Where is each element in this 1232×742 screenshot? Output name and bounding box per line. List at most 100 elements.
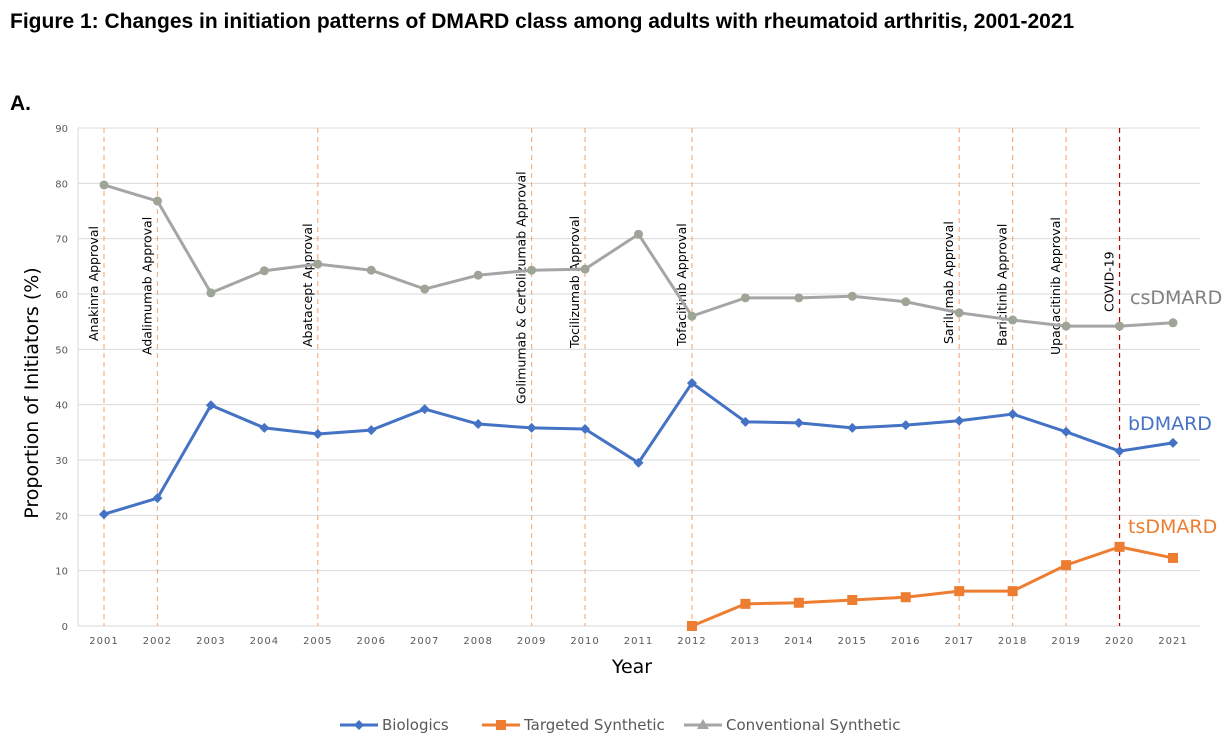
y-tick-labels: 0 10 20 30 40 50 60 70 80 90 [55,124,68,633]
x-tick-label: 2017 [944,636,973,647]
x-tick-label: 2008 [463,636,492,647]
data-point [527,265,537,275]
annotation-label: Tocilizumab Approval [567,216,582,349]
data-point [206,288,216,298]
data-point [1061,426,1072,437]
series-end-label: csDMARD [1130,287,1222,309]
x-tick-label: 2002 [143,636,172,647]
data-point [99,509,109,520]
x-tick-label: 2013 [731,636,760,647]
y-tick-label: 20 [55,511,68,522]
data-point [900,592,911,603]
gridlines [77,127,1200,627]
data-point [1114,446,1125,457]
x-tick-label: 2007 [410,636,439,647]
data-point [152,196,162,206]
data-point [740,416,751,427]
data-point [633,457,644,468]
legend-item: Conventional Synthetic [684,716,900,734]
data-point [954,308,964,318]
y-tick-label: 40 [55,401,68,412]
data-point [1061,560,1072,571]
y-tick-label: 60 [55,290,68,301]
annotation-label: Abatacept Approval [300,223,315,347]
annotation-label: Baricitinib Approval [995,224,1010,346]
x-tick-label: 2009 [517,636,546,647]
x-tick-label: 2012 [677,636,706,647]
x-tick-label: 2014 [784,636,813,647]
annotation-label: Golimumab & Certolizumab Approval [514,171,529,404]
legend-label: Conventional Synthetic [726,716,900,734]
legend-marker [496,720,506,730]
data-point [686,621,697,631]
series-end-labels: bDMARD tsDMARD csDMARD [1128,287,1222,538]
legend-label: Targeted Synthetic [523,716,665,734]
series-end-label: tsDMARD [1128,516,1217,538]
figure-title: Figure 1: Changes in initiation patterns… [10,10,1075,33]
series-line-targeted-synthetic [691,545,1174,628]
data-point [473,419,484,430]
data-point [1061,321,1071,331]
annotation-labels: Anakinra Approval Adalimumab Approval Abat… [86,171,1117,404]
x-tick-label: 2015 [838,636,867,647]
y-tick-label: 0 [62,622,68,633]
y-tick-label: 30 [55,456,68,467]
annotation-label: Upadacitinib Approval [1048,217,1063,355]
x-tick-label: 2001 [89,636,118,647]
data-point [634,229,643,239]
data-point [420,284,430,294]
annotation-label: Sarilumab Approval [941,221,956,344]
legend-marker [697,719,709,729]
data-point [473,270,483,280]
y-tick-label: 10 [55,567,68,578]
series-lines [103,183,1174,628]
x-tick-labels: 2001 2002 2003 2004 2005 2006 2007 2008 2009 2010… [89,636,1186,647]
x-tick-label: 2004 [250,636,279,647]
series-end-label: bDMARD [1128,413,1212,435]
data-point [793,417,804,428]
annotation-label: Anakinra Approval [86,226,101,341]
data-point [580,424,591,435]
data-point [900,420,911,431]
data-point [1115,321,1125,331]
x-tick-label: 2010 [570,636,599,647]
annotation-label: Adalimumab Approval [139,217,154,355]
data-point [847,422,858,433]
y-tick-label: 50 [55,345,68,356]
series-markers [99,180,1178,631]
annotation-label: COVID-19 [1102,251,1117,312]
data-point [366,265,376,275]
x-tick-label: 2003 [196,636,225,647]
annotation-label: Tofacitinib Approval [674,223,689,347]
data-point [259,422,270,433]
legend-item: Targeted Synthetic [482,716,665,734]
x-tick-label: 2019 [1051,636,1080,647]
data-point [526,422,537,433]
x-tick-label: 2016 [891,636,920,647]
panel-label: A. [10,92,31,115]
data-point [1168,318,1178,328]
x-axis-title: Year [611,656,652,678]
data-point [1007,586,1018,597]
annotation-lines [103,128,1121,626]
y-tick-label: 80 [55,179,68,190]
data-point [152,493,163,504]
data-point [1168,552,1178,563]
data-point [1114,541,1125,552]
data-point [901,297,911,307]
data-point [1008,315,1018,325]
data-point [205,400,216,411]
data-point [793,597,804,608]
y-axis-title: Proportion of Initiators (%) [21,267,43,518]
data-point [580,264,590,274]
data-point [740,293,750,303]
legend-item: Biologics [340,716,449,734]
x-tick-label: 2011 [624,636,653,647]
data-point [687,311,697,321]
data-point [313,259,323,269]
data-point [740,598,751,609]
data-point [954,586,965,597]
data-point [686,378,697,389]
x-tick-label: 2018 [998,636,1027,647]
